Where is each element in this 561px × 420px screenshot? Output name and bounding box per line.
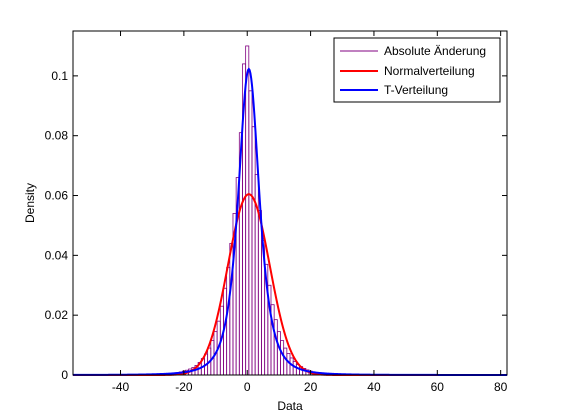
legend-label-t: T-Verteilung: [384, 83, 448, 97]
x-tick-label: 0: [244, 380, 251, 394]
plot-frame: [72, 30, 508, 376]
y-tick-label: 0.04: [45, 248, 69, 262]
y-tick-label: 0.06: [45, 189, 69, 203]
x-axis-title: Data: [277, 399, 303, 413]
y-tick-label: 0.02: [45, 308, 69, 322]
legend-label-histogram: Absolute Änderung: [384, 44, 486, 58]
y-axis-ticks: 0 0.02 0.04 0.06 0.08 0.1: [45, 69, 507, 382]
x-tick-label: -40: [112, 380, 130, 394]
x-axis-ticks: -40 -20 0 20 40 60 80: [112, 31, 508, 394]
y-tick-label: 0: [61, 368, 68, 382]
x-tick-label: 20: [304, 380, 318, 394]
x-tick-label: 60: [431, 380, 445, 394]
legend-label-normal: Normalverteilung: [384, 64, 475, 78]
x-tick-label: 80: [494, 380, 508, 394]
legend: Absolute Änderung Normalverteilung T-Ver…: [333, 37, 501, 103]
x-tick-label: 40: [367, 380, 381, 394]
y-tick-label: 0.08: [45, 129, 69, 143]
x-tick-label: -20: [175, 380, 193, 394]
y-tick-label: 0.1: [51, 69, 68, 83]
y-axis-title: Density: [23, 183, 37, 223]
